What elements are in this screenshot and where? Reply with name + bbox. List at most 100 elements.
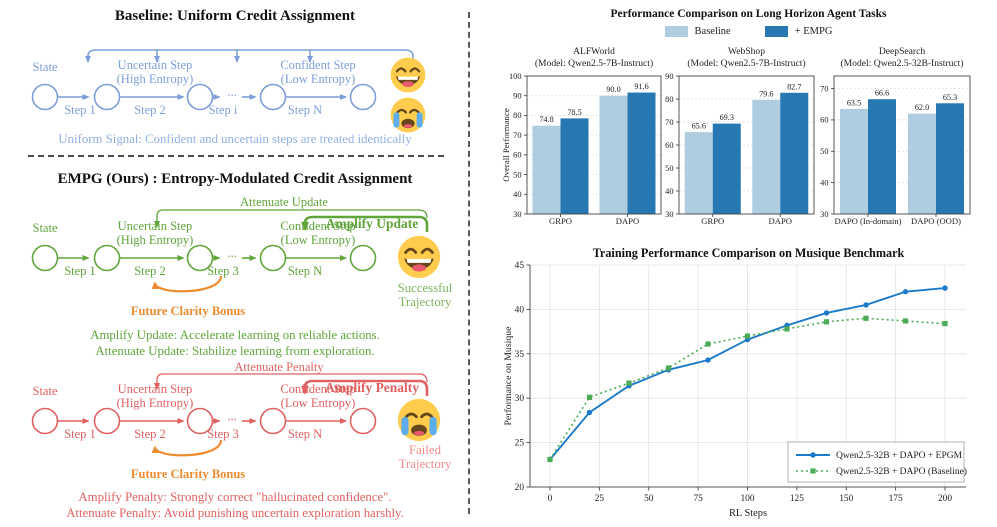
- crying-emoji: [389, 96, 427, 134]
- step-n-label: Step N: [287, 103, 323, 117]
- successful-trajectory-label: Successful Trajectory: [397, 281, 453, 309]
- svg-text:30: 30: [820, 210, 828, 219]
- baseline-diagram: [31, 49, 414, 111]
- state-label: State: [32, 60, 58, 74]
- horizontal-separator: [28, 155, 444, 157]
- svg-text:ALFWorld: ALFWorld: [573, 46, 615, 57]
- svg-text:(Model: Qwen2.5-7B-Instruct): (Model: Qwen2.5-7B-Instruct): [687, 58, 805, 69]
- svg-text:25: 25: [595, 494, 605, 504]
- svg-text:50: 50: [513, 170, 521, 179]
- svg-text:30: 30: [515, 394, 525, 404]
- svg-text:65.6: 65.6: [692, 122, 706, 131]
- attenuate-penalty-label: Attenuate Penalty: [234, 360, 324, 374]
- ellipsis: ...: [227, 409, 237, 423]
- line-figure: Training Performance Comparison on Musiq…: [500, 242, 997, 527]
- legend-item-empg: + EMPG: [764, 26, 833, 37]
- svg-text:70: 70: [665, 118, 673, 127]
- svg-text:40: 40: [515, 305, 525, 315]
- bar-subplot-2: DeepSearch(Model: Qwen2.5-32B-Instruct) 3…: [820, 46, 971, 226]
- svg-text:150: 150: [839, 494, 853, 504]
- attenuate-update-caption: Attenuate Update: Stabilize learning fro…: [95, 344, 375, 358]
- amplify-update-caption: Amplify Update: Accelerate learning on r…: [90, 328, 380, 342]
- empg-title: EMPG (Ours) : Entropy-Modulated Credit A…: [57, 171, 413, 187]
- bar-figure: Performance Comparison on Long Horizon A…: [500, 2, 997, 242]
- svg-text:175: 175: [889, 494, 903, 504]
- failed-trajectory-label: Failed Trajectory: [398, 443, 452, 471]
- empg-legend-label: + EMPG: [794, 26, 833, 37]
- svg-text:100: 100: [509, 72, 522, 81]
- line-chart-svg: 0 25 50 75 100 125 150 175 200 20 25 30 35 40 45 RL Ste…: [503, 261, 967, 519]
- laughing-emoji: [389, 56, 427, 94]
- svg-text:40: 40: [665, 187, 673, 196]
- line-figure-title: Training Performance Comparison on Musiq…: [592, 246, 905, 260]
- svg-text:90: 90: [665, 72, 673, 81]
- step-2-label: Step 2: [134, 264, 166, 278]
- ellipsis: ...: [227, 246, 237, 260]
- bar: [868, 99, 896, 214]
- failed-section: Attenuate Penalty Amplify Penalty State …: [0, 360, 470, 527]
- svg-text:20: 20: [515, 483, 525, 493]
- svg-text:DAPO: DAPO: [616, 216, 639, 226]
- svg-text:0: 0: [548, 494, 553, 504]
- step-n-label: Step N: [287, 427, 323, 441]
- bar: [627, 92, 656, 214]
- bar: [532, 125, 561, 214]
- baseline-section: Baseline: Uniform Credit Assignment Stat…: [0, 0, 470, 158]
- future-clarity-bonus-label: Future Clarity Bonus: [130, 304, 246, 318]
- svg-text:60: 60: [513, 151, 521, 160]
- svg-text:30: 30: [665, 210, 673, 219]
- svg-text:Qwen2.5-32B + DAPO (Baseline): Qwen2.5-32B + DAPO (Baseline): [836, 466, 967, 477]
- bar-subplot-0: ALFWorld(Model: Qwen2.5-7B-Instruct) 30 40…: [509, 46, 662, 226]
- bar: [752, 99, 781, 214]
- svg-text:66.6: 66.6: [875, 89, 889, 98]
- bar-figure-title: Performance Comparison on Long Horizon A…: [610, 8, 887, 20]
- svg-text:40: 40: [820, 178, 828, 187]
- svg-text:DeepSearch: DeepSearch: [879, 46, 926, 57]
- amplify-penalty-caption: Amplify Penalty: Strongly correct "hallu…: [78, 490, 392, 504]
- baseline-legend-label: Baseline: [694, 26, 731, 37]
- svg-text:40: 40: [513, 190, 521, 199]
- baseline-swatch: [664, 26, 688, 37]
- amplify-penalty-label: Amplify Penalty: [324, 380, 420, 395]
- svg-text:63.5: 63.5: [847, 98, 861, 107]
- future-clarity-bonus-label: Future Clarity Bonus: [130, 467, 246, 481]
- svg-text:GRPO: GRPO: [549, 216, 572, 226]
- svg-text:50: 50: [820, 147, 828, 156]
- svg-text:50: 50: [665, 164, 673, 173]
- svg-text:60: 60: [820, 116, 828, 125]
- ellipsis: ...: [227, 85, 237, 99]
- uncertain-step-label: Uncertain Step (High Entropy): [116, 58, 194, 86]
- svg-text:74.8: 74.8: [539, 115, 553, 124]
- bar: [599, 95, 628, 214]
- svg-text:91.6: 91.6: [634, 82, 648, 91]
- failed-diagram: [31, 373, 429, 457]
- amplify-update-label: Amplify Update: [325, 216, 419, 231]
- svg-text:82.7: 82.7: [787, 82, 801, 91]
- confident-step-label: Confident Step (Low Entropy): [280, 58, 356, 86]
- bar-chart-svg: ALFWorld (Model: Qwen2.5-7B-Instruct) 30 40…: [501, 46, 971, 226]
- svg-text:70: 70: [513, 131, 521, 140]
- svg-text:80: 80: [665, 95, 673, 104]
- baseline-title: Baseline: Uniform Credit Assignment: [114, 8, 356, 24]
- attenuate-penalty-caption: Attenuate Penalty: Avoid punishing uncer…: [66, 506, 404, 520]
- uncertain-step-label: Uncertain Step (High Entropy): [116, 219, 194, 247]
- svg-text:Qwen2.5-32B + DAPO + EPGM: Qwen2.5-32B + DAPO + EPGM: [836, 451, 963, 461]
- svg-text:100: 100: [740, 494, 754, 504]
- step-1-label: Step 1: [64, 427, 96, 441]
- svg-text:(Model: Qwen2.5-32B-Instruct): (Model: Qwen2.5-32B-Instruct): [840, 58, 963, 69]
- svg-text:65.3: 65.3: [943, 93, 957, 102]
- empg-swatch: [764, 26, 788, 37]
- confident-step-label: Confident Step (Low Entropy): [280, 382, 356, 410]
- step-1-label: Step 1: [64, 103, 96, 117]
- svg-text:WebShop: WebShop: [728, 46, 765, 57]
- svg-text:Overall Performance: Overall Performance: [501, 108, 511, 182]
- bar: [840, 108, 868, 214]
- uncertain-step-label: Uncertain Step (High Entropy): [116, 382, 194, 410]
- svg-text:75: 75: [693, 494, 703, 504]
- bar: [780, 92, 809, 214]
- step-2-label: Step 2: [134, 427, 166, 441]
- svg-text:200: 200: [938, 494, 952, 504]
- svg-text:69.3: 69.3: [720, 113, 734, 122]
- line-legend: Qwen2.5-32B + DAPO + EPGM Qwen2.5-32B + D…: [787, 441, 967, 483]
